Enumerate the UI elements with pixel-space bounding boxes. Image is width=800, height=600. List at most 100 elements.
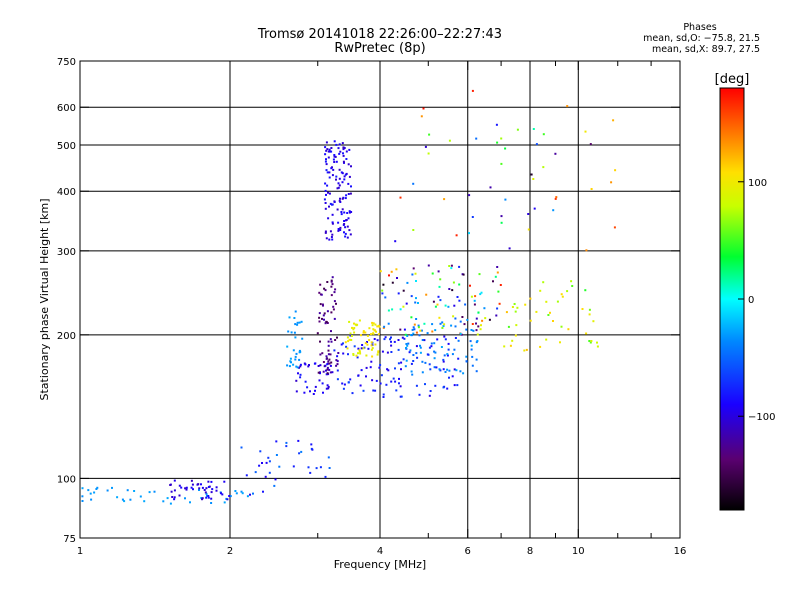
echo-point	[394, 240, 397, 243]
echo-point	[479, 328, 482, 331]
echo-point	[436, 303, 439, 306]
echo-point	[328, 467, 331, 469]
echo-point	[432, 300, 435, 303]
echo-point	[532, 178, 535, 180]
echo-point	[95, 488, 98, 490]
echo-point	[596, 345, 599, 348]
echo-point	[560, 325, 563, 328]
echo-point	[357, 352, 359, 355]
echo-point	[479, 293, 482, 296]
echo-point	[337, 229, 340, 232]
echo-point	[395, 389, 398, 392]
echo-point	[444, 338, 447, 341]
echo-point	[471, 355, 474, 358]
echo-point	[173, 479, 176, 482]
echo-point	[338, 177, 341, 180]
echo-point	[434, 351, 437, 354]
echo-point	[321, 382, 324, 385]
echo-point	[419, 346, 422, 349]
echo-point	[448, 288, 451, 290]
echo-point	[325, 369, 327, 372]
echo-point	[331, 238, 334, 241]
echo-point	[81, 487, 84, 490]
echo-point	[451, 289, 454, 292]
echo-point	[327, 349, 330, 352]
echo-point	[390, 336, 392, 339]
echo-point	[353, 327, 356, 329]
echo-point	[398, 377, 400, 380]
echo-point	[335, 143, 338, 146]
echo-point	[335, 359, 338, 362]
echo-point	[338, 143, 341, 146]
echo-point	[406, 344, 409, 347]
echo-point	[426, 353, 429, 356]
echo-point	[298, 358, 301, 361]
echo-point	[471, 364, 474, 367]
echo-point	[324, 153, 327, 156]
echo-point	[393, 340, 396, 343]
echo-point	[504, 147, 507, 150]
echo-point	[476, 333, 479, 336]
echo-point	[399, 308, 402, 311]
echo-point	[336, 336, 338, 339]
echo-point	[304, 380, 307, 383]
echo-point	[331, 203, 333, 206]
echo-point	[200, 483, 202, 486]
echo-point	[329, 371, 332, 374]
phase-stats-o: mean, sd,O: −75.8, 21.5	[643, 33, 760, 44]
echo-point	[441, 321, 444, 324]
echo-point	[338, 199, 341, 202]
echo-point	[400, 368, 402, 371]
echo-point	[328, 238, 331, 241]
echo-point	[394, 380, 397, 383]
echo-point	[390, 270, 393, 273]
echo-point	[410, 316, 413, 319]
echo-point	[346, 347, 349, 350]
echo-point	[339, 197, 341, 200]
echo-point	[404, 333, 407, 336]
echo-point	[475, 358, 478, 361]
echo-point	[296, 321, 299, 324]
echo-point	[324, 475, 327, 478]
echo-point	[328, 205, 330, 208]
echo-point	[234, 490, 237, 492]
echo-point	[323, 365, 326, 368]
echo-point	[294, 323, 297, 326]
echo-point	[371, 321, 374, 324]
echo-point	[310, 443, 313, 446]
x-tick-label: 6	[465, 546, 471, 557]
echo-point	[399, 328, 402, 331]
x-tick-label: 2	[227, 546, 233, 557]
echo-point	[457, 357, 460, 360]
echo-point	[389, 338, 391, 341]
echo-point	[508, 247, 511, 250]
echo-point	[456, 296, 459, 298]
echo-point	[448, 265, 451, 267]
echo-point	[325, 149, 328, 152]
echo-point	[249, 493, 251, 496]
echo-point	[460, 333, 463, 336]
echo-point	[339, 150, 342, 153]
echo-point	[416, 356, 419, 359]
echo-point	[355, 354, 358, 357]
echo-point	[372, 328, 375, 331]
echo-point	[453, 384, 456, 387]
echo-point	[335, 178, 337, 181]
echo-point	[465, 328, 468, 331]
echo-point	[324, 289, 327, 292]
echo-point	[457, 339, 460, 342]
echo-point	[197, 483, 200, 486]
echo-point	[475, 317, 478, 320]
echo-point	[347, 381, 350, 384]
echo-point	[180, 486, 183, 489]
echo-point	[471, 89, 474, 92]
echo-point	[448, 369, 451, 372]
echo-point	[376, 339, 379, 342]
echo-point	[350, 211, 353, 213]
echo-point	[401, 336, 404, 339]
echo-point	[382, 283, 385, 286]
echo-point	[337, 228, 340, 230]
echo-point	[327, 387, 330, 390]
echo-point	[296, 366, 299, 369]
echo-point	[466, 318, 469, 321]
